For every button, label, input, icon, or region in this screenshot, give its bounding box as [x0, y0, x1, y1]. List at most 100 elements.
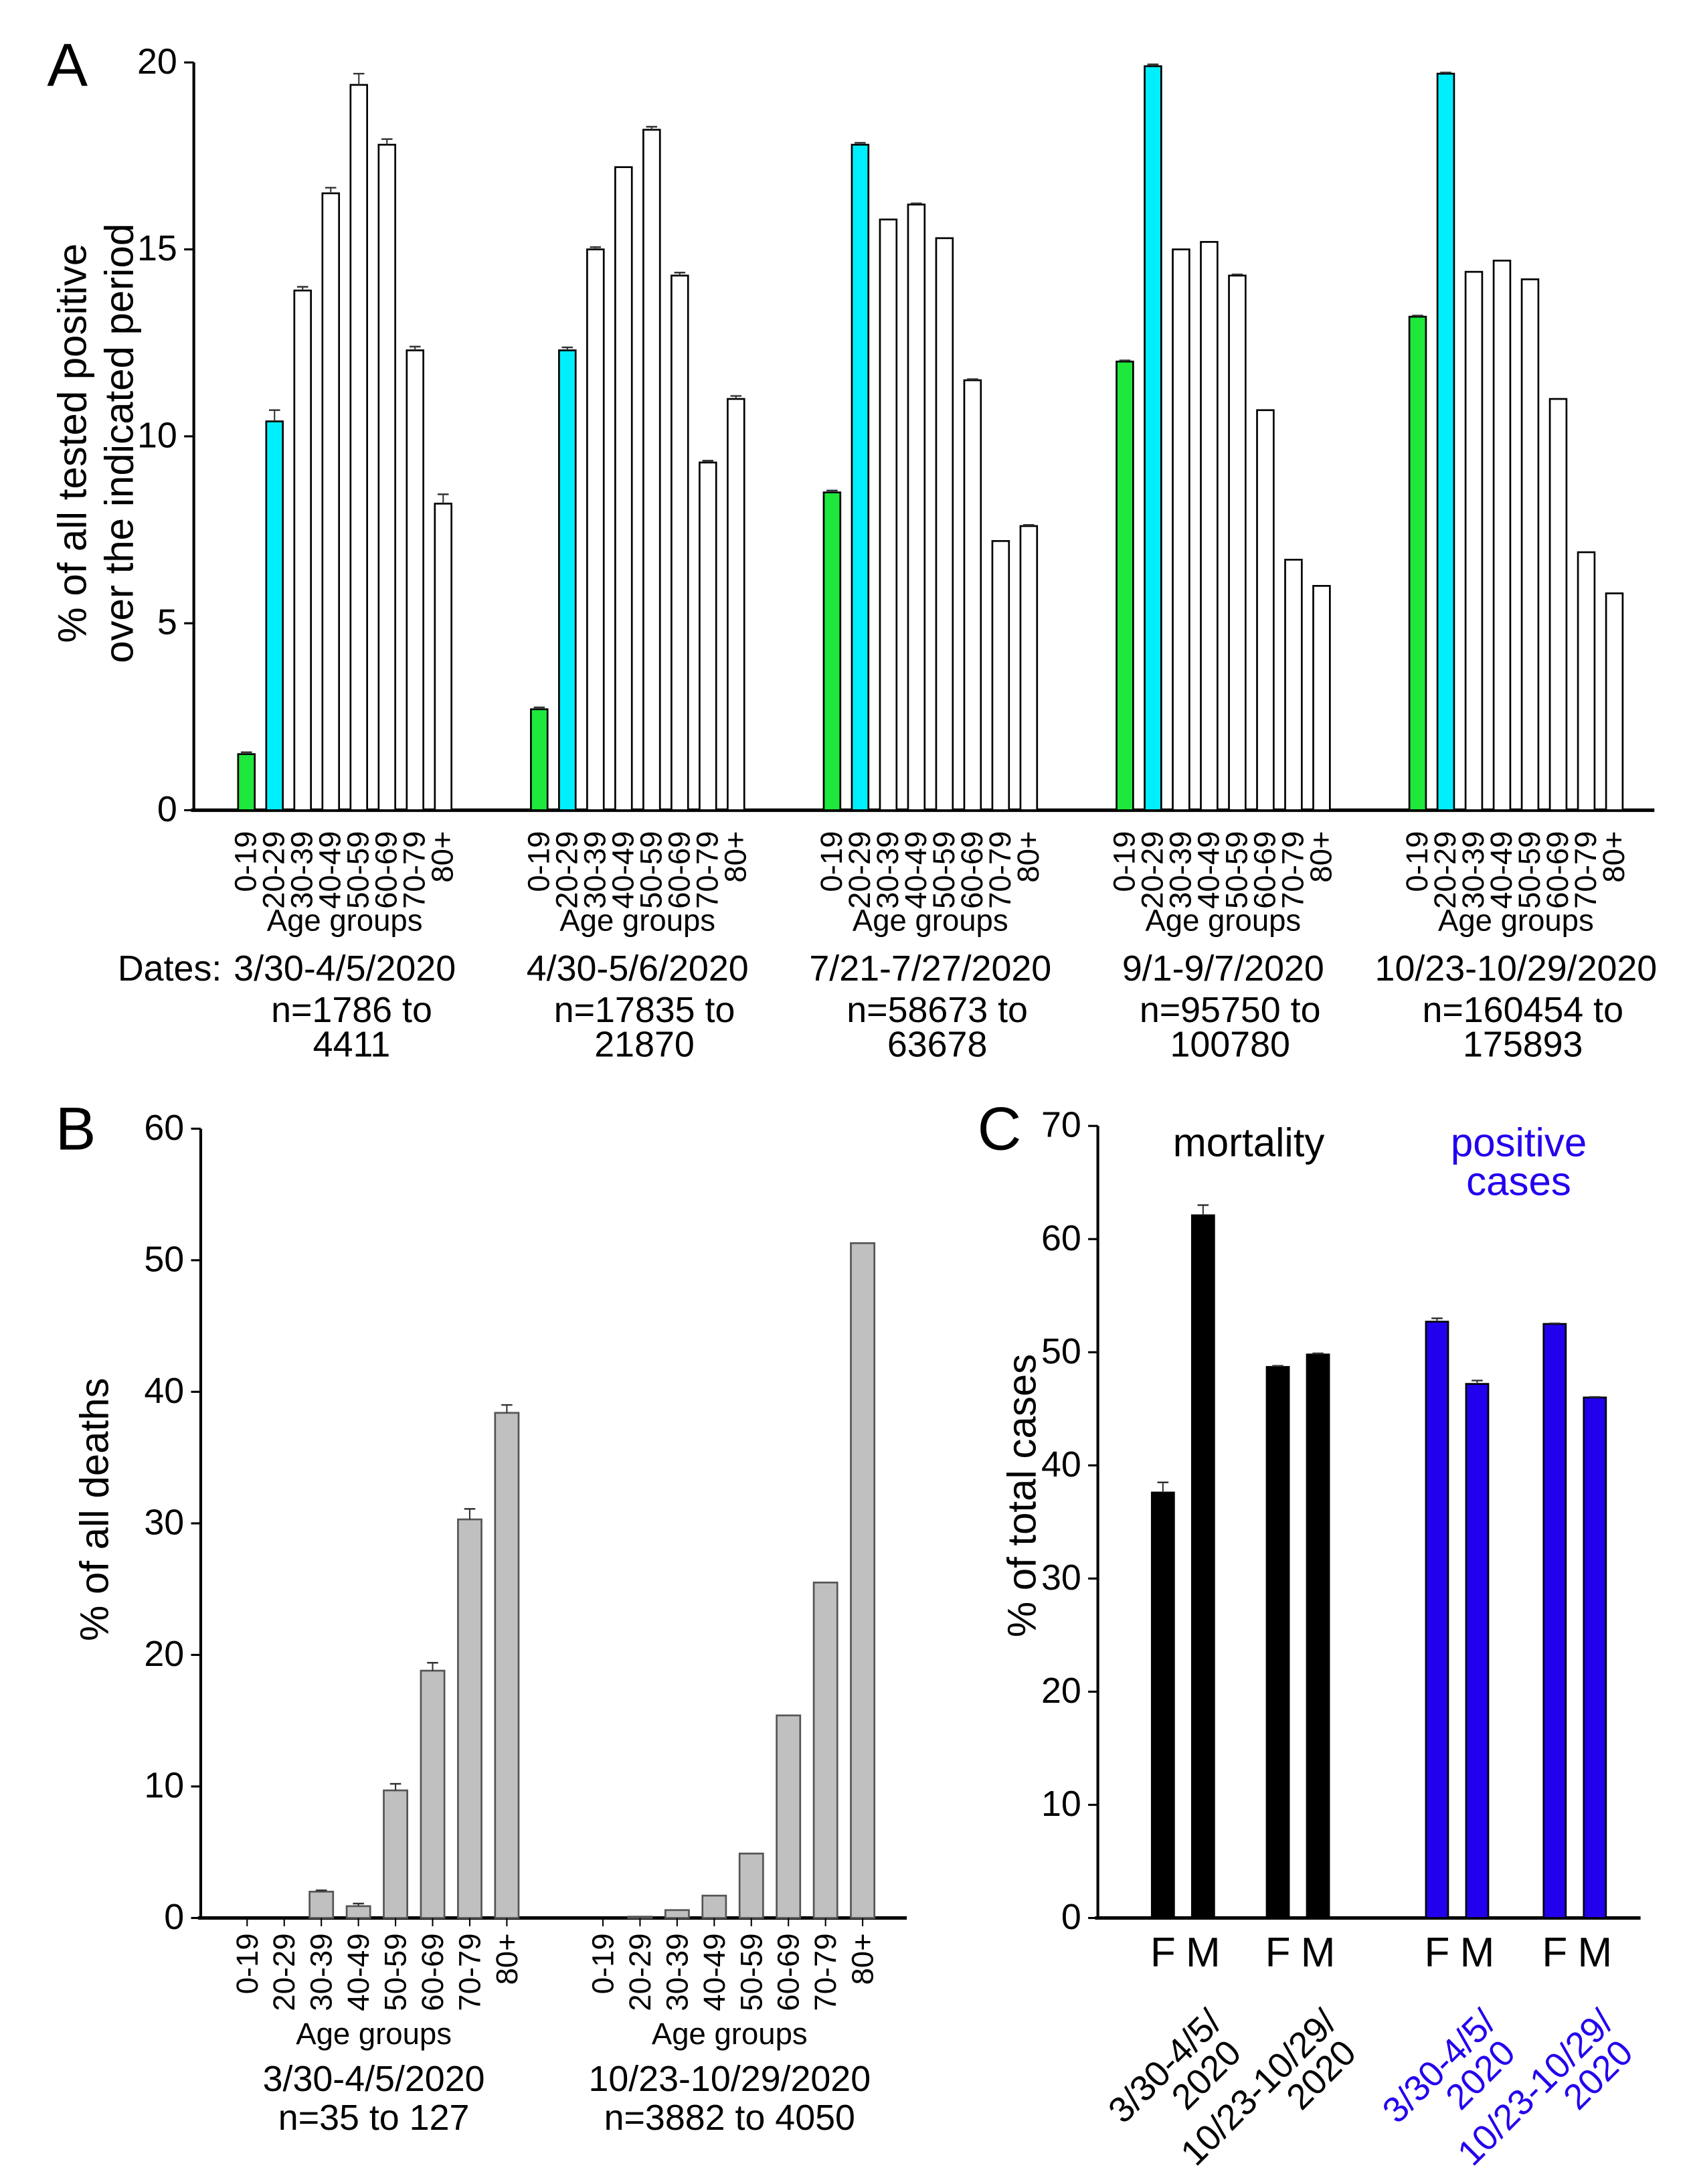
bar	[642, 129, 661, 811]
panel-b-chart: 0 10 20 30 40 50 60 % of all deaths 0-19 20-29 30-…	[72, 1108, 907, 2138]
y-tick-label: 10	[1041, 1784, 1081, 1824]
bar	[420, 1669, 446, 1919]
bar	[1306, 1353, 1330, 1919]
group-date: 3/30-4/5/2020	[263, 2059, 485, 2099]
bar	[1172, 248, 1190, 811]
group-n: n=17835 to	[554, 990, 735, 1030]
y-tick-label: 20	[1041, 1671, 1081, 1711]
bar	[1548, 398, 1568, 811]
bar	[1200, 241, 1219, 811]
bar	[457, 1518, 482, 1919]
x-tick-label: 0-19	[814, 831, 849, 892]
x-tick-label: 50-59	[634, 831, 668, 909]
bar	[237, 753, 256, 811]
bar	[1256, 409, 1275, 811]
bar	[1408, 315, 1427, 811]
bar	[1144, 65, 1162, 811]
group-n: 175893	[1463, 1025, 1583, 1065]
x-tick-label: 20-29	[1428, 831, 1462, 909]
x-tick-label: 20-29	[1135, 831, 1169, 909]
y-tick-label: 40	[1041, 1444, 1081, 1485]
x-tick-label: 30-39	[871, 831, 905, 909]
bar	[935, 237, 954, 811]
bar	[1464, 270, 1484, 811]
x-axis-title: Age groups	[853, 903, 1008, 937]
x-tick-label: 20-29	[623, 1933, 657, 2011]
bar	[1605, 592, 1624, 811]
y-axis-title: % of total cases	[1000, 1354, 1045, 1637]
x-tick-label: 80+	[1597, 831, 1631, 883]
bar	[1425, 1321, 1449, 1919]
y-tick-label: 10	[144, 1766, 184, 1806]
bar	[701, 1894, 727, 1919]
x-tick-label: 50-59	[1512, 831, 1546, 909]
x-tick-label: F	[1542, 1930, 1567, 1976]
bar	[383, 1789, 409, 1919]
dates-label: Dates:	[118, 948, 221, 989]
x-tick-label: 20-29	[842, 831, 877, 909]
x-tick-label: 60-69	[1247, 831, 1281, 909]
y-tick-label: 60	[144, 1108, 184, 1148]
x-tick-label: 60-69	[772, 1933, 806, 2011]
y-tick-label: 50	[144, 1239, 184, 1279]
x-tick-label: 70-79	[452, 1933, 486, 2011]
x-tick-label: 30-39	[304, 1933, 339, 2011]
y-tick-label: 0	[164, 1897, 184, 1937]
group-n: 21870	[594, 1025, 695, 1065]
x-tick-label: 70-79	[1569, 831, 1603, 909]
panel-a-chart: 0 5 10 15 20 % of all tested positive over the…	[50, 41, 1657, 1065]
x-tick-label: 60-69	[369, 831, 404, 909]
group-n: n=35 to 127	[278, 2098, 470, 2138]
group-date: 3/30-4/5/2020	[234, 948, 456, 989]
bar	[558, 349, 577, 811]
y-tick-label: 30	[144, 1502, 184, 1542]
bar	[879, 218, 898, 811]
x-tick-label: 50-59	[341, 831, 375, 909]
x-tick-label: 80+	[1304, 831, 1338, 883]
x-axis-title: Age groups	[1145, 903, 1301, 937]
bar	[406, 349, 424, 811]
x-tick-label: 80+	[1011, 831, 1045, 883]
x-tick-label: 0-19	[586, 1933, 620, 1994]
y-tick-label: 5	[157, 602, 177, 643]
x-tick-label: 40-49	[1191, 831, 1225, 909]
panel-label-c: C	[978, 1095, 1022, 1163]
group-n: n=3882 to 4050	[604, 2098, 855, 2138]
x-tick-label: 40-49	[341, 1933, 375, 2011]
group-n: n=58673 to	[847, 990, 1028, 1030]
x-tick-label: 40-49	[697, 1933, 731, 2011]
bar	[1577, 551, 1596, 811]
x-axis-title: Age groups	[652, 2017, 808, 2051]
y-tick-label: 20	[144, 1634, 184, 1674]
series-label-positive: positive	[1451, 1120, 1587, 1165]
bar	[1190, 1214, 1215, 1919]
bar	[1583, 1396, 1607, 1919]
x-tick-label: 50-59	[927, 831, 961, 909]
x-axis-title: Age groups	[1438, 903, 1594, 937]
bar	[265, 420, 284, 811]
y-tick-label: 60	[1041, 1218, 1081, 1258]
group-n: n=95750 to	[1140, 990, 1321, 1030]
x-tick-label: 30-39	[1163, 831, 1197, 909]
x-tick-label: M	[1186, 1930, 1221, 1976]
x-tick-label: F	[1150, 1930, 1176, 1976]
y-tick-label: 40	[144, 1371, 184, 1411]
y-tick-label: 15	[137, 228, 177, 268]
bar	[812, 1582, 838, 1919]
x-tick-label: F	[1425, 1930, 1450, 1976]
bar	[1520, 278, 1540, 811]
x-tick-label: 60-69	[1540, 831, 1575, 909]
y-axis-title: % of all deaths	[72, 1378, 116, 1641]
bar	[1436, 72, 1455, 811]
bar	[907, 203, 926, 811]
bar	[851, 143, 870, 811]
x-tick-label: 40-49	[313, 831, 347, 909]
y-tick-label: 50	[1041, 1331, 1081, 1371]
bar	[699, 461, 717, 811]
x-axis-title: Age groups	[559, 903, 715, 937]
bar	[614, 166, 633, 811]
x-tick-label: 80+	[846, 1933, 880, 1985]
group-n: n=160454 to	[1422, 990, 1623, 1030]
x-tick-label: 0-19	[229, 831, 263, 892]
bar	[1284, 558, 1303, 811]
